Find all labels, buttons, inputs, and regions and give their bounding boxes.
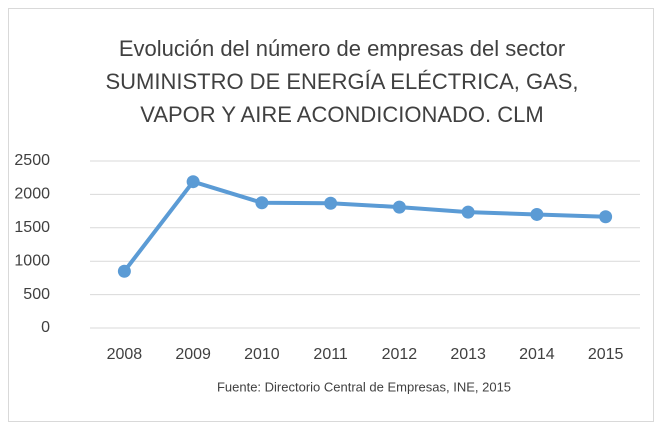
data-point	[255, 196, 269, 210]
x-tick-label: 2008	[107, 346, 143, 363]
data-point	[117, 264, 131, 278]
data-line	[122, 179, 606, 273]
x-tick-label: 2013	[450, 346, 486, 363]
x-tick-label: 2011	[313, 346, 348, 363]
y-tick-label: 2000	[14, 186, 50, 203]
y-tick-label: 2500	[14, 152, 50, 169]
data-point	[186, 175, 200, 189]
y-tick-label: 1000	[14, 252, 50, 269]
y-tick-label: 500	[23, 286, 50, 303]
chart-title: VAPOR Y AIRE ACONDICIONADO. CLM	[140, 102, 543, 127]
x-tick-label: 2012	[382, 346, 418, 363]
chart-title: Evolución del número de empresas del sec…	[119, 36, 565, 61]
y-tick-label: 1500	[14, 219, 50, 236]
data-point	[461, 205, 475, 219]
data-point	[324, 196, 338, 210]
x-tick-label: 2009	[175, 346, 211, 363]
chart-title: SUMINISTRO DE ENERGÍA ELÉCTRICA, GAS,	[105, 69, 578, 94]
x-tick-label: 2015	[588, 346, 624, 363]
y-tick-label: 0	[41, 319, 50, 336]
data-point	[599, 210, 613, 224]
x-tick-label: 2010	[244, 346, 280, 363]
source-note: Fuente: Directorio Central de Empresas, …	[217, 379, 511, 394]
x-tick-label: 2014	[519, 346, 555, 363]
data-point	[392, 200, 406, 214]
data-point	[530, 207, 544, 221]
